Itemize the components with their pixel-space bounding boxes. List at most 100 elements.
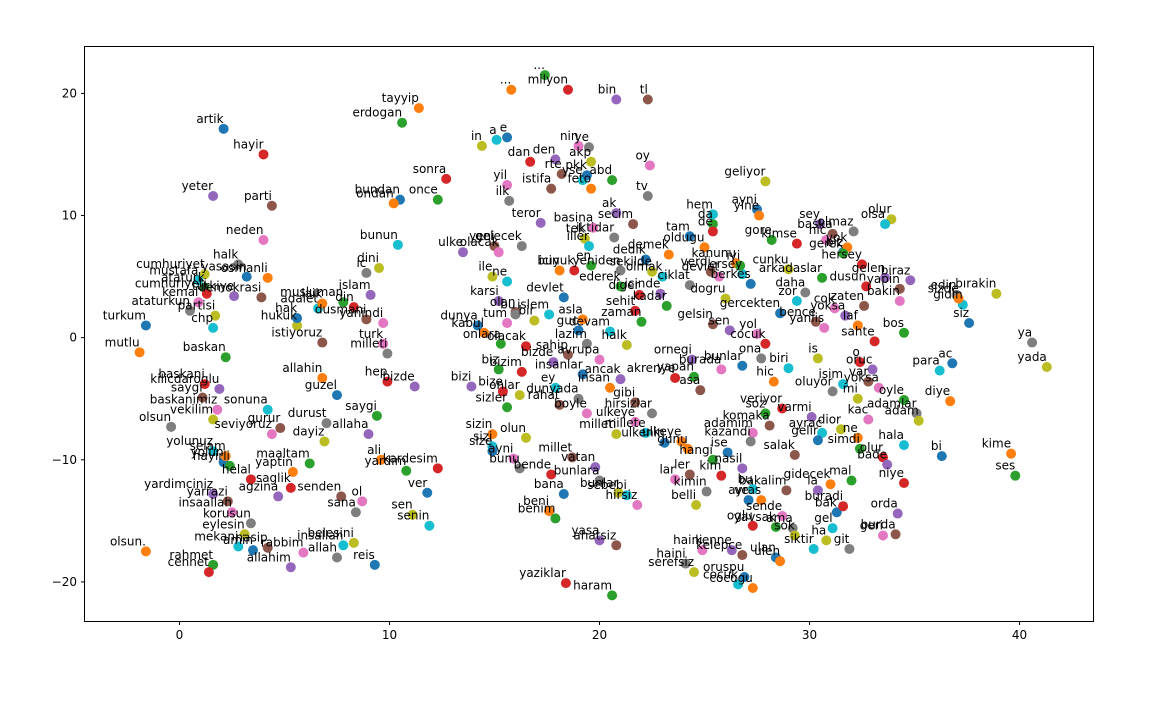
point-label: partisi — [178, 299, 216, 313]
point-label: lazim — [555, 327, 587, 341]
point-label: sahip — [536, 338, 568, 352]
point-label: yse — [562, 163, 583, 177]
data-point — [827, 228, 838, 239]
data-point — [521, 341, 531, 352]
data-point — [613, 487, 624, 498]
data-point — [554, 265, 565, 276]
data-point — [722, 447, 733, 458]
data-point — [747, 520, 758, 531]
point-label: kanunu — [691, 246, 736, 260]
point-label: olacak — [487, 329, 526, 343]
point-label: insaallah — [178, 495, 232, 509]
point-label: veriyor — [740, 391, 782, 405]
data-point — [287, 467, 298, 478]
point-label: sende — [746, 499, 782, 513]
data-point — [735, 260, 746, 271]
data-point — [821, 535, 832, 546]
data-point — [388, 198, 399, 209]
data-point — [846, 475, 857, 486]
data-point — [733, 579, 744, 590]
point-label: siz — [953, 306, 969, 320]
point-label: nin — [560, 129, 579, 143]
point-label: allahin — [282, 361, 322, 375]
data-point — [642, 190, 653, 201]
data-point — [208, 414, 219, 425]
point-label: adalet — [280, 291, 318, 305]
point-label: artik — [196, 112, 223, 126]
data-point — [756, 353, 767, 364]
data-point — [479, 327, 489, 338]
point-label: vekilim — [170, 402, 213, 416]
data-point — [611, 208, 622, 219]
point-label: yasasin — [201, 260, 246, 274]
data-point — [472, 320, 483, 331]
data-point — [413, 103, 424, 114]
point-label: hayirli — [193, 449, 230, 463]
point-label: sana — [327, 495, 356, 509]
point-label: eylesin — [202, 517, 244, 531]
point-label: islam — [339, 278, 371, 292]
data-point — [991, 288, 1002, 299]
point-label: istiyoruz — [271, 326, 322, 340]
point-label: ulkeye — [642, 424, 681, 438]
y-axis: −20 −10 0 10 20 — [52, 86, 85, 589]
data-point — [760, 176, 771, 187]
data-point — [852, 432, 863, 443]
point-label: siktir — [784, 532, 814, 546]
point-label: hala — [878, 428, 904, 442]
data-point — [663, 249, 674, 260]
data-point — [510, 309, 521, 320]
data-point — [752, 329, 762, 339]
data-point — [775, 308, 786, 319]
point-label: milleti — [350, 337, 387, 351]
point-label: cennet — [168, 555, 210, 569]
data-point — [686, 354, 697, 365]
point-label: allaha — [332, 417, 368, 431]
point-label: bizim — [490, 355, 522, 369]
data-point — [838, 501, 849, 512]
point-label: verdi — [681, 255, 711, 269]
data-point — [880, 272, 891, 283]
data-point — [357, 496, 368, 507]
data-point — [745, 278, 756, 289]
point-label: den — [533, 142, 556, 156]
point-label: feto — [567, 172, 591, 186]
x-axis: 0 10 20 30 40 — [176, 621, 1027, 642]
data-point — [590, 462, 601, 473]
point-label: gelsin — [677, 307, 713, 321]
point-label: iktidar — [576, 221, 614, 235]
point-label: onlar — [489, 378, 520, 392]
point-label: hep — [365, 365, 388, 379]
point-label: olsun — [139, 410, 171, 424]
data-point — [573, 140, 584, 151]
point-label: kabul — [451, 316, 484, 330]
point-label: yardim — [364, 454, 406, 468]
data-point — [882, 459, 893, 470]
point-label: da — [698, 207, 713, 221]
data-point — [248, 545, 258, 556]
data-point — [239, 529, 250, 540]
data-point — [747, 484, 758, 495]
point-label: bende — [514, 457, 552, 471]
point-label: gelir — [791, 423, 818, 437]
point-label: ol — [352, 484, 363, 498]
point-label: bakalim — [739, 473, 786, 487]
data-point — [936, 451, 947, 462]
point-label: olsun. — [110, 534, 146, 548]
data-point — [947, 358, 958, 369]
data-point — [754, 210, 765, 221]
point-label: sehit — [606, 294, 636, 308]
data-point — [953, 293, 964, 304]
point-label: gurur — [248, 411, 281, 425]
point-label: dedik — [613, 243, 646, 257]
data-point — [550, 382, 561, 393]
data-point — [573, 393, 584, 404]
point-label: demokrasi — [199, 280, 262, 294]
data-point — [714, 271, 725, 282]
data-point — [1027, 337, 1038, 348]
point-label: osmanli — [221, 261, 268, 275]
point-label: ornegi — [654, 343, 692, 357]
point-label: yok — [826, 230, 847, 244]
point-label: oluyor — [795, 374, 833, 388]
data-point — [867, 364, 878, 375]
